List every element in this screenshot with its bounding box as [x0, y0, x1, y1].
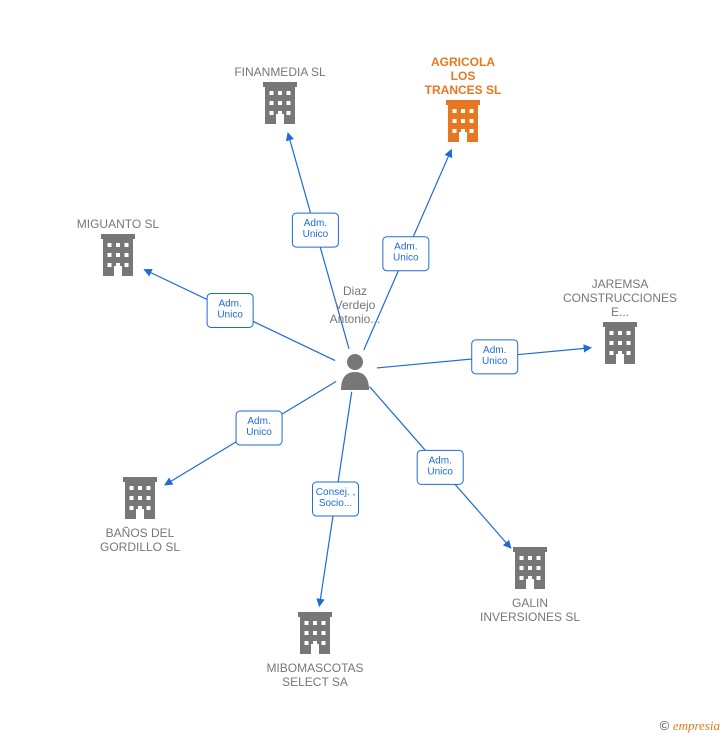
node-label: TRANCES SL	[425, 83, 502, 97]
node-label: CONSTRUCCIONES	[563, 291, 677, 305]
node-label: MIBOMASCOTAS	[266, 661, 363, 675]
node-label: LOS	[451, 69, 476, 83]
edge-badge-text: Unico	[246, 427, 272, 438]
edge-badge-text: Adm.	[218, 298, 241, 309]
building-icon	[123, 477, 157, 519]
building-icon	[513, 547, 547, 589]
edge-badge-text: Unico	[393, 253, 419, 264]
footer-credit: © empresia	[660, 718, 720, 734]
center-label: Diaz	[343, 284, 367, 298]
node-label: BAÑOS DEL	[106, 526, 175, 540]
copyright-symbol: ©	[660, 718, 670, 733]
node-label: FINANMEDIA SL	[234, 65, 326, 79]
edge-badge-text: Adm.	[247, 416, 270, 427]
node-label: MIGUANTO SL	[77, 217, 160, 231]
building-icon	[263, 82, 297, 124]
edge-badge-text: Adm.	[394, 242, 417, 253]
node-label: GALIN	[512, 596, 548, 610]
edge-badge-text: Adm.	[304, 218, 327, 229]
center-label: Antonio...	[330, 312, 381, 326]
node-label: JAREMSA	[592, 277, 649, 291]
edge-badge-text: Consej. ,	[316, 487, 355, 498]
edge-badge-text: Socio...	[319, 498, 352, 509]
building-icon	[603, 322, 637, 364]
edge-badge-text: Unico	[217, 309, 243, 320]
edge-badge-text: Unico	[482, 356, 508, 367]
person-icon	[341, 354, 369, 390]
edge-badge-text: Adm.	[483, 345, 506, 356]
node-label: E...	[611, 305, 629, 319]
network-graph: Adm.UnicoAdm.UnicoAdm.UnicoAdm.UnicoAdm.…	[0, 0, 728, 740]
node-label: SELECT SA	[282, 675, 348, 689]
node-label: GORDILLO SL	[100, 540, 180, 554]
building-icon	[101, 234, 135, 276]
building-icon	[298, 612, 332, 654]
center-label: Verdejo	[335, 298, 376, 312]
brand-name: empresia	[673, 718, 720, 733]
edge-badge-text: Unico	[427, 466, 453, 477]
building-icon	[446, 100, 480, 142]
edge-badge-text: Unico	[303, 229, 329, 240]
node-label: INVERSIONES SL	[480, 610, 580, 624]
node-label: AGRICOLA	[431, 55, 495, 69]
edge-badge-text: Adm.	[429, 455, 452, 466]
